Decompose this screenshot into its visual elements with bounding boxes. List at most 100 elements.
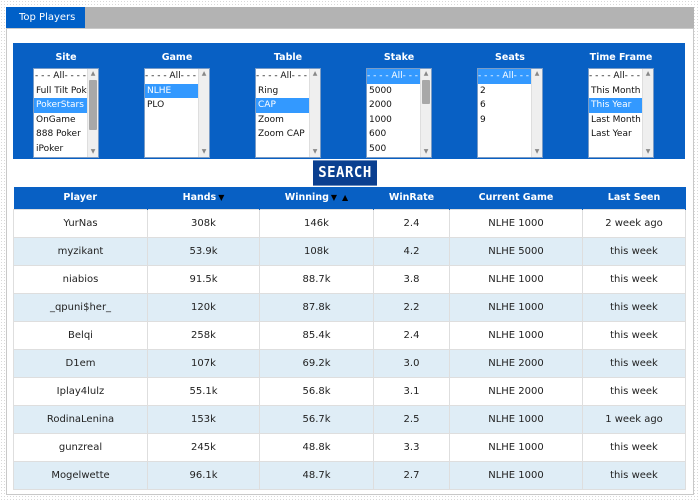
top-bar: Top Players xyxy=(6,7,694,28)
scrollbar[interactable]: ▲ ▼ xyxy=(531,69,542,157)
scrollbar[interactable]: ▲ ▼ xyxy=(198,69,209,157)
seats-select[interactable]: - - - - All- - - -2 6 9 ▲ ▼ xyxy=(477,68,543,158)
scroll-down-icon[interactable]: ▼ xyxy=(312,148,318,155)
player-name[interactable]: Mogelwette xyxy=(13,460,148,490)
stake-option[interactable]: 2000 xyxy=(369,100,392,111)
site-select[interactable]: - - - All- - - - Full Tilt Poker PokerStar… xyxy=(33,68,99,158)
table-row[interactable]: niabios 91.5k 88.7k 3.8 NLHE 1000 this week xyxy=(13,264,686,294)
site-option[interactable]: Full Tilt Poker xyxy=(36,85,87,96)
seats-option[interactable]: 6 xyxy=(480,100,486,111)
stake-option[interactable]: 1000 xyxy=(369,114,392,125)
player-name[interactable]: Iplay4lulz xyxy=(13,376,148,406)
winrate-cell: 2.4 xyxy=(373,208,450,238)
player-name[interactable]: Belqi xyxy=(13,320,148,350)
seats-option[interactable]: 9 xyxy=(480,114,486,125)
stake-option[interactable]: 600 xyxy=(369,129,387,140)
site-option[interactable]: - - - All- - - - xyxy=(34,71,87,81)
scroll-up-icon[interactable]: ▲ xyxy=(423,70,429,77)
scroll-down-icon[interactable]: ▼ xyxy=(423,148,429,155)
stake-option[interactable]: 500 xyxy=(369,143,387,154)
scroll-down-icon[interactable]: ▼ xyxy=(534,148,540,155)
timeframe-option[interactable]: This Year xyxy=(589,98,642,113)
scroll-down-icon[interactable]: ▼ xyxy=(645,148,651,155)
filter-site: Site - - - All- - - - Full Tilt Poker Poker… xyxy=(21,51,111,158)
timeframe-option[interactable]: - - - - All- - - - xyxy=(589,71,642,81)
scroll-up-icon[interactable]: ▲ xyxy=(312,70,318,77)
filter-label-table: Table xyxy=(273,52,303,63)
winning-cell: 85.4k xyxy=(259,320,374,350)
player-name[interactable]: D1em xyxy=(13,348,148,378)
table-option[interactable]: - - - - All- - - - xyxy=(256,71,309,81)
table-row[interactable]: Belqi 258k 85.4k 2.4 NLHE 1000 this week xyxy=(13,320,686,350)
game-option[interactable]: - - - - All- - - - xyxy=(145,71,198,81)
timeframe-select[interactable]: - - - - All- - - - This Month This Year Las… xyxy=(588,68,654,158)
scroll-thumb[interactable] xyxy=(89,80,97,130)
stake-option[interactable]: - - - - All- - - - xyxy=(367,69,420,84)
column-header-winrate[interactable]: WinRate xyxy=(373,187,450,209)
player-name[interactable]: niabios xyxy=(13,264,148,294)
sort-down-icon[interactable]: ▼ xyxy=(218,193,225,203)
sort-up-icon[interactable]: ▲ xyxy=(342,193,349,203)
table-row[interactable]: Iplay4lulz 55.1k 56.8k 3.1 NLHE 2000 this wee… xyxy=(13,376,686,406)
scroll-up-icon[interactable]: ▲ xyxy=(201,70,207,77)
player-name[interactable]: YurNas xyxy=(13,208,148,238)
player-name[interactable]: _qpuni$her_ xyxy=(13,292,148,322)
winning-cell: 56.8k xyxy=(259,376,374,406)
table-option[interactable]: Zoom xyxy=(258,114,284,125)
filter-label-seats: Seats xyxy=(495,52,525,63)
scrollbar[interactable]: ▲ ▼ xyxy=(420,69,431,157)
game-option[interactable]: PLO xyxy=(147,100,165,111)
table-option[interactable]: Ring xyxy=(258,85,279,96)
tab-top-players[interactable]: Top Players xyxy=(6,7,85,28)
hands-cell: 91.5k xyxy=(147,264,260,294)
filter-timeframe: Time Frame - - - - All- - - - This Month Th… xyxy=(576,51,666,158)
scroll-down-icon[interactable]: ▼ xyxy=(90,148,96,155)
winning-cell: 146k xyxy=(259,208,374,238)
player-name[interactable]: gunzreal xyxy=(13,432,148,462)
timeframe-option[interactable]: Last Month xyxy=(591,114,641,125)
search-button[interactable]: SEARCH xyxy=(313,160,377,186)
site-option[interactable]: iPoker xyxy=(36,143,64,154)
timeframe-option[interactable]: Last Year xyxy=(591,129,632,140)
seats-option[interactable]: 2 xyxy=(480,85,486,96)
scroll-up-icon[interactable]: ▲ xyxy=(645,70,651,77)
timeframe-option[interactable]: This Month xyxy=(591,85,641,96)
table-row[interactable]: _qpuni$her_ 120k 87.8k 2.2 NLHE 1000 this wee… xyxy=(13,292,686,322)
game-option[interactable]: NLHE xyxy=(145,83,198,99)
sort-down-icon[interactable]: ▼ xyxy=(330,193,338,203)
game-select[interactable]: - - - - All- - - - NLHE PLO ▲ ▼ xyxy=(144,68,210,158)
table-option[interactable]: CAP xyxy=(256,98,309,113)
scrollbar[interactable]: ▲ ▼ xyxy=(87,69,98,157)
scroll-up-icon[interactable]: ▲ xyxy=(534,70,540,77)
hands-cell: 96.1k xyxy=(147,460,260,490)
scroll-thumb[interactable] xyxy=(422,80,430,104)
table-row[interactable]: myzikant 53.9k 108k 4.2 NLHE 5000 this week xyxy=(13,236,686,266)
column-header-last-seen[interactable]: Last Seen xyxy=(582,187,686,209)
stake-option[interactable]: 5000 xyxy=(369,85,392,96)
scrollbar[interactable]: ▲ ▼ xyxy=(309,69,320,157)
table-select[interactable]: - - - - All- - - - Ring CAP Zoom Zoom CAP ▲ ▼ xyxy=(255,68,321,158)
stake-select[interactable]: - - - - All- - - -5000 2000 1000 600 500 ▲ ▼ xyxy=(366,68,432,158)
winrate-cell: 2.7 xyxy=(373,460,450,490)
table-row[interactable]: YurNas 308k 146k 2.4 NLHE 1000 2 week ago xyxy=(13,208,686,238)
scroll-up-icon[interactable]: ▲ xyxy=(90,70,96,77)
table-row[interactable]: gunzreal 245k 48.8k 3.3 NLHE 1000 this week xyxy=(13,432,686,462)
scroll-down-icon[interactable]: ▼ xyxy=(201,148,207,155)
column-header-player[interactable]: Player xyxy=(13,187,148,209)
scrollbar[interactable]: ▲ ▼ xyxy=(642,69,653,157)
column-header-winning[interactable]: Winning ▼ ▲ xyxy=(259,187,374,209)
filter-game: Game - - - - All- - - - NLHE PLO ▲ ▼ xyxy=(132,51,222,158)
site-option[interactable]: OnGame xyxy=(36,114,76,125)
winrate-cell: 4.2 xyxy=(373,236,450,266)
table-row[interactable]: RodinaLenina 153k 56.7k 2.5 NLHE 1000 1 week … xyxy=(13,404,686,434)
table-row[interactable]: Mogelwette 96.1k 48.7k 2.7 NLHE 1000 this wee… xyxy=(13,460,686,490)
player-name[interactable]: RodinaLenina xyxy=(13,404,148,434)
site-option[interactable]: 888 Poker xyxy=(36,129,81,140)
column-header-current-game[interactable]: Current Game xyxy=(449,187,583,209)
table-option[interactable]: Zoom CAP xyxy=(258,129,305,140)
seats-option[interactable]: - - - - All- - - - xyxy=(478,69,531,84)
site-option[interactable]: PokerStars xyxy=(34,98,87,113)
player-name[interactable]: myzikant xyxy=(13,236,148,266)
table-row[interactable]: D1em 107k 69.2k 3.0 NLHE 2000 this week xyxy=(13,348,686,378)
column-header-hands[interactable]: Hands ▼ xyxy=(147,187,260,209)
